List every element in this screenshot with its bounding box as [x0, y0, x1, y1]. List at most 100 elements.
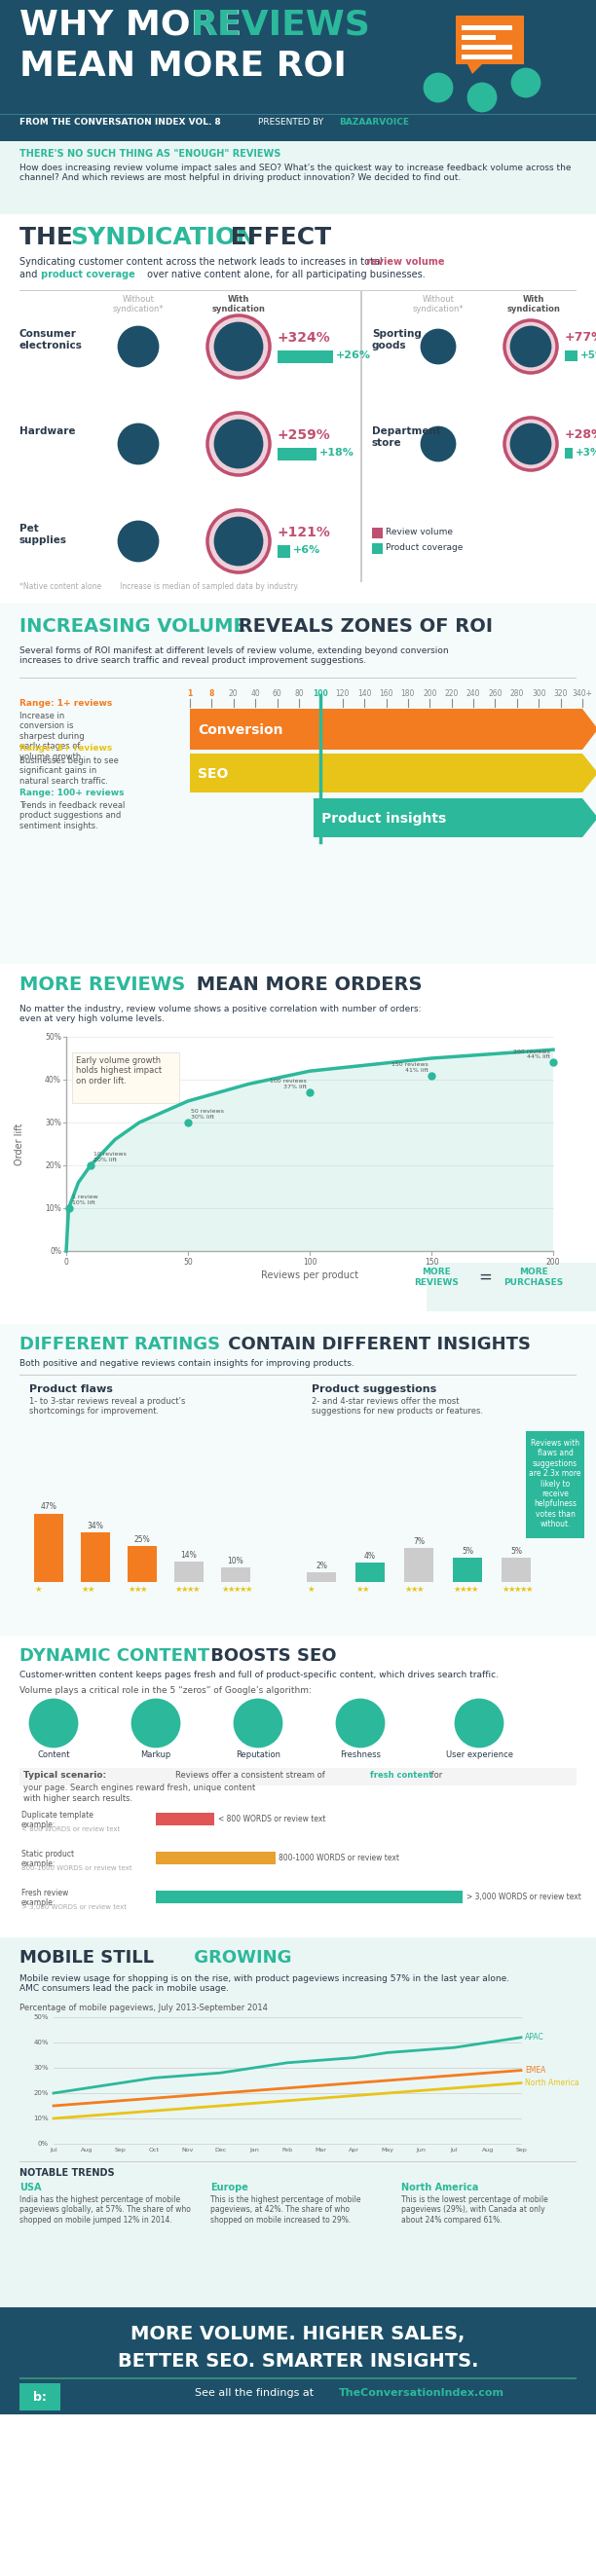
Text: 280: 280 — [510, 690, 524, 698]
Text: This is the highest percentage of mobile
pageviews, at 42%. The share of who
sho: This is the highest percentage of mobile… — [210, 2195, 361, 2223]
Bar — [20, 2383, 60, 2411]
Text: SYNDICATION: SYNDICATION — [70, 227, 256, 250]
Bar — [0, 142, 596, 214]
Text: SEO: SEO — [198, 768, 228, 781]
Polygon shape — [487, 52, 526, 57]
Text: > 3,000 WORDS or review text: > 3,000 WORDS or review text — [467, 1893, 581, 1901]
Text: 0%: 0% — [38, 2141, 49, 2146]
Text: Pet
supplies: Pet supplies — [20, 523, 67, 544]
Bar — [221, 1566, 250, 1582]
Polygon shape — [451, 52, 487, 64]
Polygon shape — [487, 52, 507, 85]
Circle shape — [215, 322, 262, 371]
Text: 120: 120 — [336, 690, 349, 698]
Text: 180: 180 — [401, 690, 415, 698]
Text: +121%: +121% — [278, 526, 331, 538]
Circle shape — [119, 425, 158, 464]
Text: 200: 200 — [423, 690, 437, 698]
Text: MEAN MORE ORDERS: MEAN MORE ORDERS — [190, 976, 422, 994]
Text: Product flaws: Product flaws — [29, 1383, 113, 1394]
Circle shape — [30, 1700, 77, 1747]
Text: Content: Content — [37, 1752, 70, 1759]
Text: +3%: +3% — [575, 448, 596, 459]
Text: North America: North America — [401, 2182, 479, 2192]
Text: 100 reviews
37% lift: 100 reviews 37% lift — [270, 1079, 307, 1090]
Polygon shape — [66, 1048, 553, 1252]
Bar — [0, 603, 596, 963]
Text: 20: 20 — [229, 690, 238, 698]
Text: 240: 240 — [466, 690, 480, 698]
Text: 320: 320 — [554, 690, 567, 698]
Bar — [156, 1852, 275, 1865]
Circle shape — [511, 327, 550, 366]
Text: 47%: 47% — [41, 1502, 57, 1512]
Text: ★: ★ — [227, 1584, 234, 1595]
Text: 50 reviews
30% lift: 50 reviews 30% lift — [191, 1110, 224, 1121]
Bar — [0, 0, 596, 142]
Text: 20%: 20% — [45, 1162, 61, 1170]
Text: Range: 1+ reviews: Range: 1+ reviews — [20, 698, 112, 708]
Text: +28%: +28% — [565, 428, 596, 440]
Text: Feb: Feb — [282, 2148, 293, 2154]
Text: MORE VOLUME. HIGHER SALES,: MORE VOLUME. HIGHER SALES, — [131, 2324, 465, 2344]
Text: Jul: Jul — [50, 2148, 57, 2154]
Text: Markup: Markup — [141, 1752, 171, 1759]
Text: BAZAARVOICE: BAZAARVOICE — [339, 118, 409, 126]
Text: India has the highest percentage of mobile
pageviews globally, at 57%. The share: India has the highest percentage of mobi… — [20, 2195, 191, 2223]
Circle shape — [504, 417, 557, 471]
Text: NOTABLE TRENDS: NOTABLE TRENDS — [20, 2169, 114, 2177]
Polygon shape — [487, 13, 497, 52]
Circle shape — [468, 85, 496, 111]
Polygon shape — [487, 18, 507, 52]
Text: Jun: Jun — [416, 2148, 426, 2154]
Circle shape — [207, 412, 270, 474]
Text: Dec: Dec — [215, 2148, 226, 2154]
Text: for: for — [429, 1770, 442, 1780]
Text: ★: ★ — [139, 1584, 147, 1595]
Text: ★: ★ — [361, 1584, 368, 1595]
Polygon shape — [487, 26, 517, 52]
Text: User experience: User experience — [446, 1752, 513, 1759]
Bar — [456, 15, 524, 64]
Text: Product coverage: Product coverage — [386, 544, 463, 551]
Bar — [372, 528, 383, 538]
Text: Conversion: Conversion — [198, 724, 283, 737]
Text: 10 reviews
20% lift: 10 reviews 20% lift — [94, 1151, 126, 1162]
Text: MORE
REVIEWS: MORE REVIEWS — [414, 1267, 459, 1288]
Bar — [278, 448, 316, 461]
Text: 10%: 10% — [33, 2115, 49, 2123]
Text: Sep: Sep — [516, 2148, 527, 2154]
Circle shape — [132, 1700, 179, 1747]
Text: 50%: 50% — [45, 1033, 61, 1041]
Circle shape — [456, 1700, 502, 1747]
Circle shape — [422, 330, 455, 363]
Text: MORE REVIEWS: MORE REVIEWS — [20, 976, 185, 994]
Text: 80: 80 — [294, 690, 303, 698]
Text: ★: ★ — [233, 1584, 240, 1595]
Polygon shape — [487, 36, 523, 52]
Text: ★: ★ — [464, 1584, 472, 1595]
Text: 50%: 50% — [33, 2014, 49, 2020]
Text: Europe: Europe — [210, 2182, 248, 2192]
Text: FROM THE CONVERSATION INDEX VOL. 8: FROM THE CONVERSATION INDEX VOL. 8 — [20, 118, 221, 126]
Text: 2- and 4-star reviews offer the most
suggestions for new products or features.: 2- and 4-star reviews offer the most sug… — [312, 1396, 483, 1417]
Text: b:: b: — [33, 2391, 46, 2403]
Text: 100: 100 — [303, 1257, 316, 1267]
Text: Hardware: Hardware — [20, 428, 76, 435]
Bar — [404, 1548, 433, 1582]
Bar — [0, 1636, 596, 1937]
Text: 340+: 340+ — [572, 690, 592, 698]
Text: See all the findings at: See all the findings at — [195, 2388, 317, 2398]
Text: 200: 200 — [546, 1257, 560, 1267]
Text: REVEALS ZONES OF ROI: REVEALS ZONES OF ROI — [232, 618, 493, 636]
Bar — [502, 1558, 531, 1582]
Text: No matter the industry, review volume shows a positive correlation with number o: No matter the industry, review volume sh… — [20, 1005, 421, 1023]
Text: 200 reviews
44% lift: 200 reviews 44% lift — [513, 1048, 550, 1059]
Text: With
syndication: With syndication — [507, 296, 560, 314]
Text: ★: ★ — [416, 1584, 423, 1595]
Polygon shape — [457, 26, 487, 52]
Bar — [462, 54, 512, 59]
Text: 150 reviews
41% lift: 150 reviews 41% lift — [392, 1061, 429, 1072]
Text: Syndicating customer content across the network leads to increases in total: Syndicating customer content across the … — [20, 258, 386, 268]
Circle shape — [215, 420, 262, 466]
